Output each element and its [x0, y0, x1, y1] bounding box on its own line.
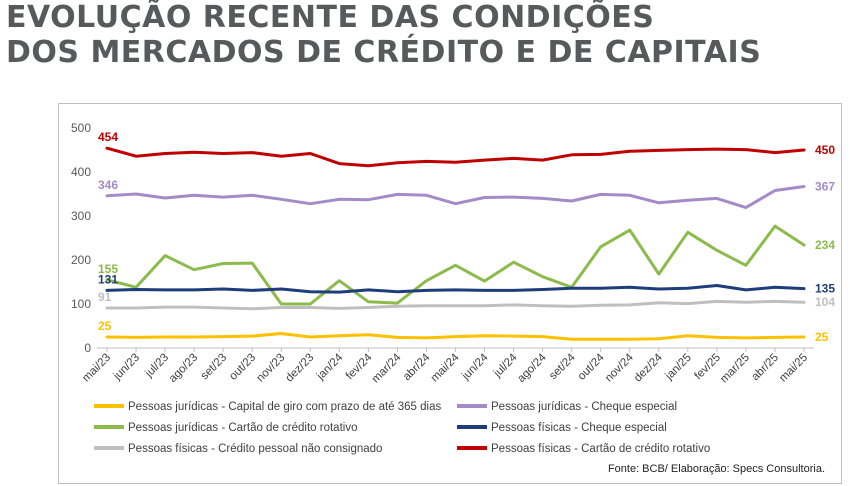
- x-tick-label: set/24: [547, 351, 578, 382]
- data-label-end: 234: [815, 238, 835, 252]
- series-line: [105, 332, 806, 341]
- legend-label: Pessoas jurídicas - Cartão de crédito ro…: [128, 422, 357, 434]
- x-tick-label: jun/23: [111, 352, 142, 383]
- y-tick-label: 100: [71, 297, 91, 311]
- data-label-end: 104: [815, 295, 835, 309]
- y-tick-label: 500: [71, 121, 91, 135]
- x-tick-label: ago/23: [167, 352, 200, 385]
- legend-label: Pessoas jurídicas - Capital de giro com …: [128, 401, 441, 413]
- data-label-end: 25: [815, 330, 829, 344]
- data-label-start: 454: [98, 130, 118, 144]
- y-tick-label: 300: [71, 209, 91, 223]
- x-tick-label: abr/25: [750, 352, 782, 384]
- legend-label: Pessoas físicas - Cartão de crédito rota…: [491, 443, 710, 455]
- x-tick-label: out/24: [576, 351, 608, 383]
- x-tick-label: jan/25: [663, 352, 694, 383]
- legend-label: Pessoas físicas - Cheque especial: [491, 422, 667, 434]
- x-tick-label: jun/24: [459, 351, 491, 383]
- data-label-start: 25: [98, 319, 112, 333]
- series-line: [105, 284, 806, 294]
- x-tick-label: ago/24: [515, 351, 549, 385]
- x-tick-label: out/23: [227, 352, 258, 383]
- x-tick-label: mai/24: [429, 351, 462, 384]
- data-label-start: 131: [98, 272, 118, 286]
- source-note: Fonte: BCB/ Elaboração: Specs Consultori…: [607, 463, 825, 475]
- data-label-start: 91: [98, 290, 112, 304]
- data-label-start: 155: [98, 262, 118, 276]
- x-tick-label: mar/25: [718, 352, 752, 386]
- x-tick-label: dez/23: [284, 352, 317, 385]
- x-tick-label: jan/24: [314, 351, 346, 383]
- data-label-end: 450: [815, 143, 835, 157]
- series-line: [105, 185, 806, 210]
- page-title: EVOLUÇÃO RECENTE DAS CONDIÇÕES DOS MERCA…: [6, 0, 761, 70]
- data-label-end: 135: [815, 282, 835, 296]
- x-tick-label: abr/24: [401, 351, 433, 383]
- data-label-start: 346: [98, 178, 118, 192]
- page-title-line-2: DOS MERCADOS DE CRÉDITO E DE CAPITAIS: [6, 35, 762, 70]
- series-line: [105, 224, 806, 306]
- legend-label: Pessoas físicas - Crédito pessoal não co…: [128, 443, 382, 455]
- y-tick-label: 400: [71, 165, 91, 179]
- series-line: [105, 299, 806, 311]
- x-tick-label: dez/24: [632, 351, 665, 384]
- y-tick-label: 200: [71, 253, 91, 267]
- data-label-end: 367: [815, 180, 835, 194]
- page-title-line-1: EVOLUÇÃO RECENTE DAS CONDIÇÕES: [6, 0, 655, 35]
- chart-frame: 0 100 200 300 400 500 mai/23 jun/23 jul/23 ago/23…: [58, 103, 842, 484]
- x-tick-label: nov/23: [254, 352, 287, 385]
- x-tick-label: mai/25: [777, 352, 810, 385]
- x-tick-label: nov/24: [603, 351, 636, 384]
- series-line: [105, 146, 806, 168]
- x-tick-label: mai/23: [80, 352, 113, 385]
- x-tick-label: mar/24: [370, 351, 404, 385]
- legend-label: Pessoas jurídicas - Cheque especial: [491, 401, 677, 413]
- x-tick-label: set/23: [199, 352, 230, 383]
- y-tick-label: 0: [84, 341, 91, 355]
